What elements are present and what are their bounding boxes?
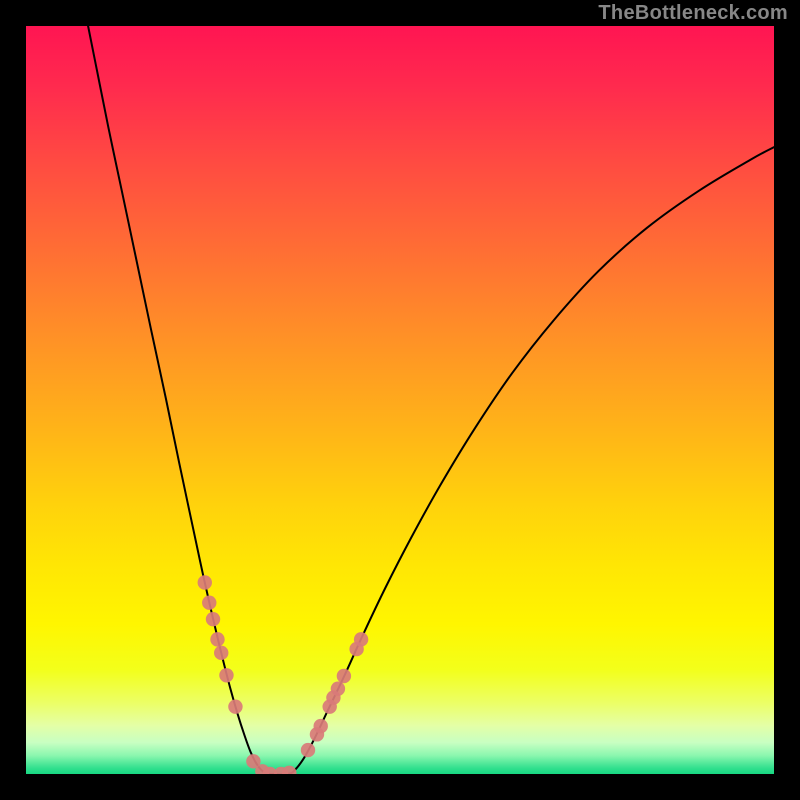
data-marker <box>210 632 224 646</box>
data-marker <box>354 632 368 646</box>
data-marker <box>228 699 242 713</box>
data-marker <box>202 596 216 610</box>
chart-container: TheBottleneck.com <box>0 0 800 800</box>
data-marker <box>301 743 315 757</box>
data-marker <box>198 575 212 589</box>
bottleneck-curve-chart <box>0 0 800 800</box>
data-marker <box>219 668 233 682</box>
gradient-background <box>26 26 774 774</box>
data-marker <box>206 612 220 626</box>
data-marker <box>214 646 228 660</box>
data-marker <box>331 682 345 696</box>
data-marker <box>337 669 351 683</box>
data-marker <box>314 719 328 733</box>
